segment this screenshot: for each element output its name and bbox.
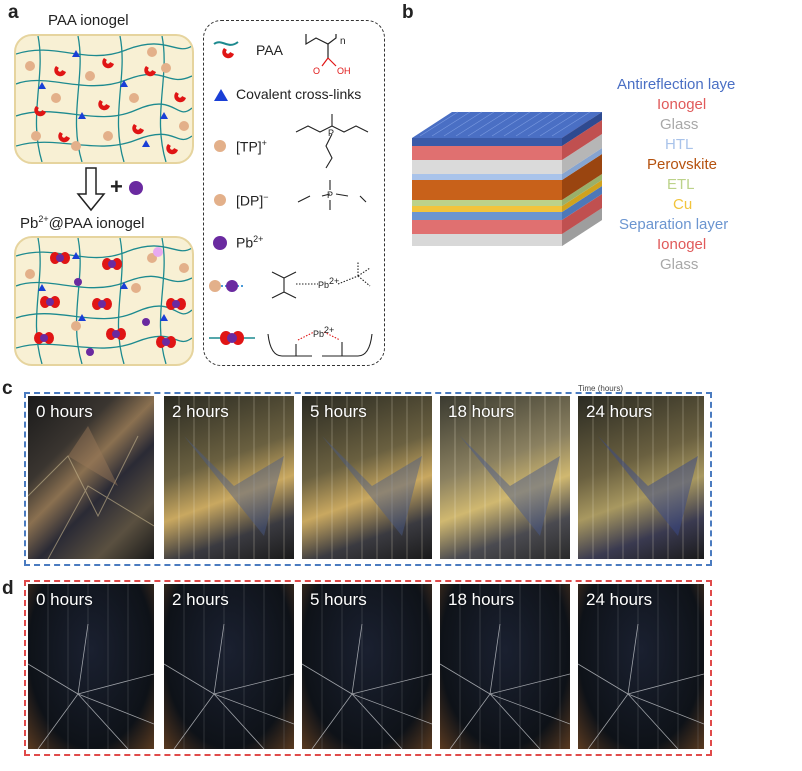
photo-c-5h-label: 5 hours — [310, 402, 367, 421]
panel-letter-c: c — [2, 378, 13, 399]
pb-paa-lead-sup: 2+ — [324, 325, 335, 335]
dp-label-sup: − — [263, 192, 269, 202]
dp-anion-icon — [214, 194, 226, 206]
panel-a-legend — [203, 20, 385, 366]
photo-d-2h: 2 hours — [164, 584, 294, 749]
tp-structure-svg — [295, 114, 369, 169]
pb-legend-text: Pb — [236, 234, 254, 251]
photo-c-24h: 24 hours — [578, 396, 704, 559]
photo-c-2h: 2 hours — [164, 396, 294, 559]
ionogel-network-svg — [16, 36, 192, 162]
dp-label-text: [DP] — [236, 192, 264, 209]
pb-title-suffix: @PAA ionogel — [48, 215, 145, 232]
dp-structure-svg — [297, 180, 367, 210]
pb-dp-lead-sup: 2+ — [329, 276, 340, 286]
tp-label-sup: + — [261, 138, 267, 148]
photo-c-24h-cracks — [592, 396, 699, 559]
panel-letter-a: a — [8, 2, 19, 23]
legend-dp-label: [DP]− — [236, 192, 269, 209]
paa-subscript-n: n — [340, 36, 346, 47]
photo-c-0h: 0 hours — [28, 396, 154, 559]
photo-c-24h-label: 24 hours — [586, 402, 653, 421]
photo-d-0h-label: 0 hours — [36, 590, 93, 609]
pb-paa-ionogel-diagram — [14, 236, 194, 366]
photo-d-24h-label: 24 hours — [586, 590, 653, 609]
layer-label-glass-bottom: Glass — [660, 256, 699, 273]
covalent-crosslink-icon — [214, 89, 228, 101]
time-caption-faint: Time (hours) — [578, 384, 624, 393]
paa-structure-svg — [305, 34, 337, 67]
panel-c-photo-strip — [24, 392, 712, 566]
layer-label-antireflection: Antireflection laye — [617, 76, 736, 93]
photo-d-18h-cracks — [440, 584, 570, 749]
panel-letter-b: b — [402, 2, 414, 23]
photo-d-5h-label: 5 hours — [310, 590, 367, 609]
photo-d-0h-cracks — [28, 584, 154, 749]
paa-hydroxyl-oh: OH — [337, 66, 351, 76]
layer-label-etl: ETL — [667, 176, 695, 193]
photo-d-2h-cracks — [164, 584, 294, 749]
photo-d-2h-label: 2 hours — [172, 590, 229, 609]
photo-c-18h: 18 hours — [440, 396, 570, 559]
pb-legend-icon — [213, 236, 227, 250]
photo-c-2h-label: 2 hours — [172, 402, 229, 421]
tp-phosphorus: P — [328, 128, 335, 138]
legend-tp-label: [TP]+ — [236, 138, 267, 155]
panel-letter-d: d — [2, 578, 14, 599]
pb-ionogel-network-svg — [16, 238, 192, 364]
plus-sign: + — [110, 174, 123, 199]
pb-ion-icon — [129, 181, 143, 195]
pb-paa-complex-icon — [209, 331, 255, 345]
photo-c-5h-cracks — [316, 396, 423, 559]
pb-legend-sup: 2+ — [253, 234, 264, 244]
photo-d-18h-label: 18 hours — [448, 590, 515, 609]
tp-label-text: [TP] — [236, 138, 262, 155]
reaction-arrow — [76, 167, 143, 212]
panel-d-photo-strip — [24, 580, 712, 756]
photo-c-5h: 5 hours — [302, 396, 432, 559]
layer-label-perovskite: Perovskite — [647, 156, 718, 173]
photo-c-18h-label: 18 hours — [448, 402, 515, 421]
pb-dp-complex-icon — [209, 280, 243, 292]
pb-paa-lead-label: Pb2+ — [313, 325, 334, 339]
photo-c-0h-cracks — [28, 426, 154, 559]
pb-title-sup: 2+ — [38, 214, 49, 224]
dp-phosphorus: P — [327, 190, 334, 200]
pb-paa-structure-svg — [267, 331, 373, 357]
photo-d-5h: 5 hours — [302, 584, 432, 749]
pb-paa-ionogel-title: Pb2+@PAA ionogel — [20, 214, 144, 232]
pb-dp-lead-text: Pb — [318, 280, 330, 290]
tp-cation-icon — [214, 140, 226, 152]
solar-cell-stack-diagram — [412, 111, 602, 246]
photo-d-0h: 0 hours — [28, 584, 154, 749]
layer-label-ionogel-bottom: Ionogel — [657, 236, 707, 253]
legend-paa-label: PAA — [256, 42, 283, 58]
layer-label-cu: Cu — [673, 196, 693, 213]
layer-label-glass-top: Glass — [660, 116, 699, 133]
paa-carbonyl-o: O — [313, 66, 321, 76]
paa-chain-icon — [213, 41, 239, 59]
legend-pb-label: Pb2+ — [236, 234, 263, 251]
paa-ionogel-title: PAA ionogel — [48, 12, 129, 29]
pb-paa-lead-text: Pb — [313, 329, 325, 339]
photo-d-24h: 24 hours — [578, 584, 704, 749]
photo-d-18h: 18 hours — [440, 584, 570, 749]
paa-ionogel-diagram — [14, 34, 194, 164]
layer-label-ionogel-top: Ionogel — [657, 96, 707, 113]
layer-label-htl: HTL — [665, 136, 694, 153]
pb-dp-structure-svg — [271, 262, 371, 299]
photo-c-18h-cracks — [454, 396, 561, 559]
legend-covalent-label: Covalent cross-links — [236, 86, 362, 102]
pb-title-prefix: Pb — [20, 215, 39, 232]
photo-d-5h-cracks — [302, 584, 432, 749]
photo-c-2h-cracks — [178, 396, 285, 559]
photo-c-0h-label: 0 hours — [36, 402, 93, 421]
photo-d-24h-cracks — [578, 584, 704, 749]
layer-label-separation: Separation layer — [619, 216, 729, 233]
pb-dp-lead-label: Pb2+ — [318, 276, 339, 290]
